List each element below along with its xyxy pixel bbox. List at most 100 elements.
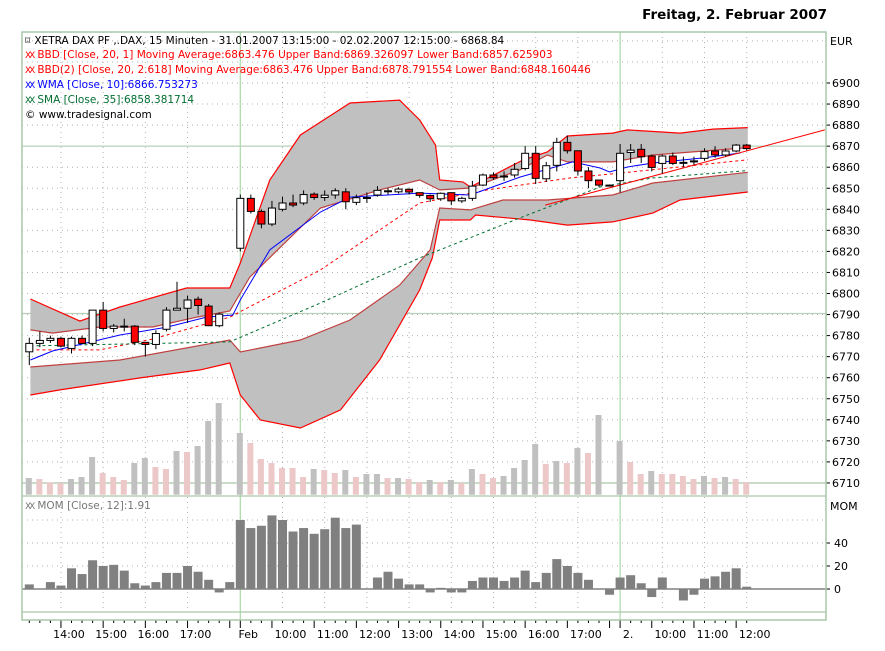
volume-bar: [479, 474, 486, 495]
momentum-bar: [499, 580, 509, 589]
candle-down: [289, 202, 298, 206]
volume-bar: [321, 470, 328, 495]
momentum-bar: [67, 568, 76, 589]
candle-up: [278, 202, 287, 210]
volume-bar: [25, 478, 32, 495]
series-icon: XX: [25, 81, 35, 91]
momentum-bar: [204, 579, 214, 589]
volume-bar: [532, 444, 539, 495]
candle-up: [510, 168, 519, 176]
candle-up: [320, 194, 329, 199]
volume-bar: [416, 482, 423, 495]
candle-up: [658, 155, 667, 164]
volume-bar: [521, 460, 528, 495]
momentum-bar: [109, 564, 119, 589]
candle-up: [700, 151, 709, 159]
candle-down: [341, 191, 350, 203]
volume-bar: [36, 479, 43, 495]
momentum-bar: [45, 582, 55, 589]
price-tick-label: 6790: [832, 309, 860, 322]
momentum-bar: [446, 589, 456, 593]
wma-line: [30, 152, 741, 361]
momentum-bar: [626, 575, 636, 589]
candle-up: [468, 185, 477, 199]
momentum-bar: [520, 570, 530, 589]
momentum-tick-label: 40: [834, 537, 848, 550]
momentum-tick-label: 0: [834, 583, 841, 596]
momentum-bar: [678, 589, 688, 601]
momentum-bar: [721, 571, 731, 589]
time-tick-label: 2.: [623, 628, 634, 641]
moving-average-line: [30, 159, 748, 351]
price-tick-label: 6710: [832, 477, 860, 490]
momentum-bar: [689, 589, 699, 595]
volume-bar: [363, 474, 370, 495]
volume-bar: [57, 483, 64, 495]
legend: ⌑ XETRA DAX PF ,.DAX, 15 Minuten - 31.01.…: [25, 34, 591, 122]
candle-up: [120, 325, 129, 328]
volume-bar: [542, 464, 549, 495]
momentum-bar: [119, 570, 129, 589]
candle-up: [183, 299, 192, 309]
legend-mom[interactable]: XX MOM [Close, 12]:1.91: [25, 500, 151, 512]
volume-bar: [120, 480, 127, 495]
momentum-bar: [415, 584, 425, 589]
time-tick-label: 15:00: [95, 628, 127, 641]
momentum-bar: [647, 589, 657, 598]
indicator-lines: [30, 129, 825, 361]
candle-up: [88, 309, 97, 344]
price-tick-label: 6890: [832, 98, 860, 111]
price-tick-label: 6750: [832, 393, 860, 406]
momentum-bar: [531, 582, 541, 589]
volume-bar: [574, 448, 581, 495]
time-tick-label: 12:00: [359, 628, 391, 641]
volume-bar: [500, 476, 507, 495]
momentum-bar: [130, 583, 140, 589]
candle-up: [352, 197, 361, 203]
momentum-axis-label: MOM: [830, 500, 858, 513]
momentum-bar: [183, 566, 193, 589]
price-tick-label: 6760: [832, 372, 860, 385]
candle-up: [721, 150, 730, 156]
momentum-bar: [56, 585, 66, 589]
volume-bar: [184, 452, 191, 495]
candle-up: [109, 325, 118, 329]
series-icon: XX: [25, 51, 35, 61]
time-tick-label: 14:00: [53, 628, 85, 641]
time-tick-label: 11:00: [697, 628, 729, 641]
momentum-tick-label: 20: [834, 560, 848, 573]
momentum-bar: [742, 586, 752, 589]
candle-up: [331, 190, 340, 196]
time-tick-label: 16:00: [528, 628, 560, 641]
momentum-bars: [22, 515, 826, 601]
volume-bar: [268, 463, 275, 495]
candle-down: [141, 341, 150, 345]
legend-bbd[interactable]: XX BBD [Close, 20, 1] Moving Average:6863…: [25, 48, 591, 63]
volume-bar: [468, 469, 475, 495]
volume-bar: [279, 468, 285, 495]
momentum-bar: [615, 577, 625, 589]
price-tick-label: 6810: [832, 266, 860, 279]
candle-up: [173, 307, 181, 311]
momentum-bar: [541, 572, 551, 589]
candle-down: [257, 210, 266, 225]
volume-bar: [342, 470, 349, 495]
legend-bbd2[interactable]: XX BBD(2) [Close, 20, 2.618] Moving Avera…: [25, 63, 591, 78]
volume-bar: [141, 458, 148, 495]
volume-bar: [395, 478, 402, 495]
legend-wma[interactable]: XX WMA [Close, 10]:6866.753273: [25, 78, 591, 93]
momentum-bar: [214, 589, 224, 593]
volume-bar: [616, 441, 623, 495]
momentum-bar: [573, 572, 583, 589]
candle-up: [436, 192, 445, 200]
time-tick-label: Feb: [239, 628, 258, 641]
momentum-bar: [351, 524, 361, 589]
candle-up: [46, 337, 55, 341]
candle-up: [626, 149, 635, 153]
momentum-bar: [235, 520, 245, 589]
candle-down: [310, 193, 319, 199]
legend-sma[interactable]: XX SMA [Close, 35]:6858.381714: [25, 93, 591, 108]
volume-bar: [352, 477, 359, 495]
time-tick-label: 11:00: [317, 628, 349, 641]
legend-wma-text: WMA [Close, 10]:6866.753273: [37, 79, 198, 91]
